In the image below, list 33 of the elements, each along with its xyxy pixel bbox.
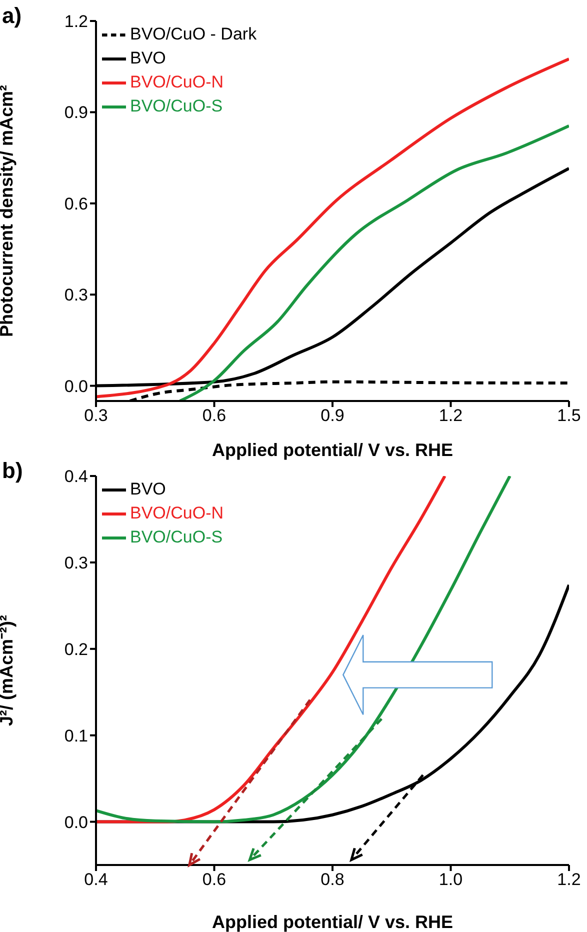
legend-label: BVO/CuO-S <box>130 96 223 116</box>
x-tick-label: 0.3 <box>84 406 108 426</box>
y-tick-label: 1.2 <box>64 12 88 32</box>
x-tick-label: 1.0 <box>438 870 463 890</box>
y-tick-label: 0.3 <box>64 553 88 572</box>
x-tick-label: 0.4 <box>84 870 108 890</box>
x-tick-label: 0.6 <box>202 406 226 426</box>
x-tick-label: 0.9 <box>320 406 344 426</box>
y-tick-label: 0.1 <box>64 726 88 746</box>
x-tick-label: 1.2 <box>438 406 463 426</box>
y-tick-label: 0.2 <box>64 640 88 659</box>
y-tick-label: 0.4 <box>64 467 88 486</box>
legend-label: BVO <box>130 48 166 68</box>
legend-label: BVO/CuO - Dark <box>130 24 257 44</box>
legend-label: BVO <box>130 479 166 498</box>
y-tick-label: 0.0 <box>64 812 88 832</box>
legend-label: BVO/CuO-N <box>130 72 224 92</box>
chart-title: b) <box>2 458 23 484</box>
x-tick-label: 0.8 <box>320 870 344 890</box>
x-axis-title: Applied potential/ V vs. RHE <box>212 440 454 460</box>
x-tick-label: 1.2 <box>557 870 581 890</box>
x-tick-label: 1.5 <box>557 406 581 426</box>
y-tick-label: 0.0 <box>64 376 88 396</box>
y-tick-label: 0.9 <box>64 103 88 122</box>
legend-label: BVO/CuO-S <box>130 527 223 546</box>
x-tick-label: 0.6 <box>202 870 226 890</box>
chart-title: a) <box>2 3 22 29</box>
line-series <box>178 124 569 401</box>
y-tick-label: 0.3 <box>64 286 88 305</box>
x-axis-title: Applied potential/ V vs. RHE <box>212 912 454 932</box>
legend-label: BVO/CuO-N <box>130 503 224 522</box>
y-tick-label: 0.6 <box>64 194 88 214</box>
line-series <box>96 476 512 824</box>
